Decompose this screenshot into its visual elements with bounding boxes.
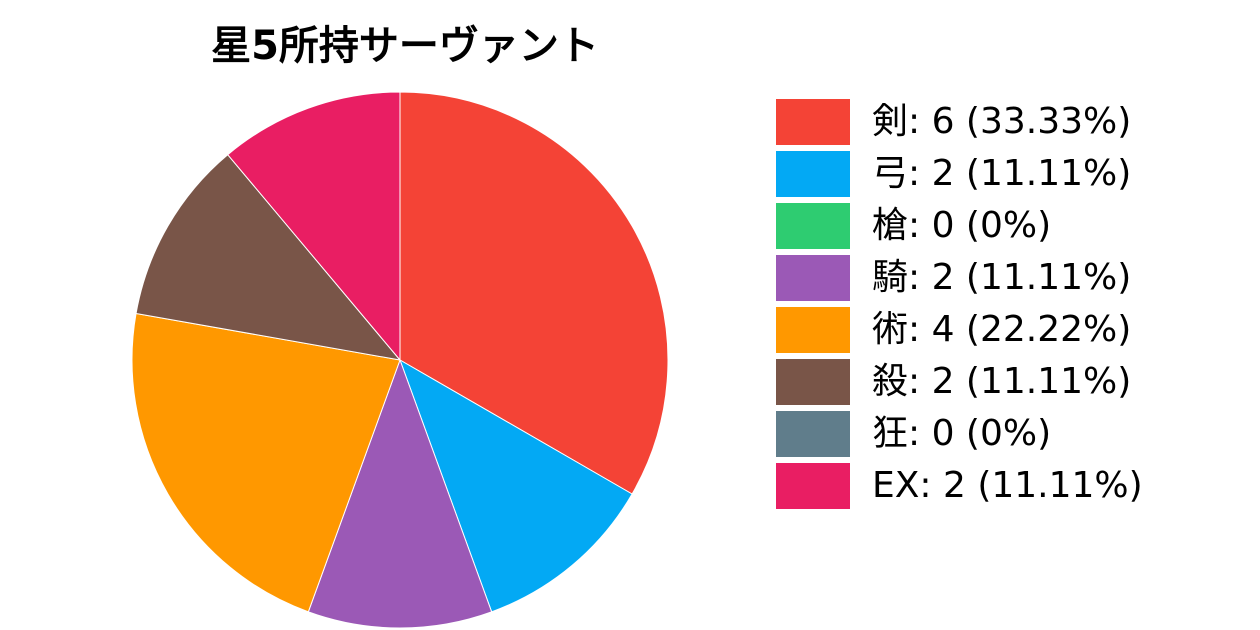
legend: 剣: 6 (33.33%) 弓: 2 (11.11%) 槍: 0 (0%) 騎: 2 … — [776, 96, 1246, 512]
pie-slice-1 — [399, 358, 633, 613]
legend-label: 槍: 0 (0%) — [872, 205, 1052, 246]
legend-label: 術: 4 (22.22%) — [872, 309, 1132, 350]
legend-swatch — [776, 359, 850, 405]
legend-item: 弓: 2 (11.11%) — [776, 148, 1246, 200]
pie-slice-3 — [307, 358, 493, 629]
pie-slice-7 — [227, 91, 401, 362]
pie-slice-0 — [399, 91, 669, 495]
pie-chart — [131, 91, 669, 629]
legend-label: 狂: 0 (0%) — [872, 413, 1052, 454]
legend-label: 殺: 2 (11.11%) — [872, 361, 1132, 402]
legend-swatch — [776, 203, 850, 249]
pie-slice-5 — [135, 153, 402, 361]
legend-swatch — [776, 151, 850, 197]
legend-label: EX: 2 (11.11%) — [872, 465, 1143, 506]
legend-item: 狂: 0 (0%) — [776, 408, 1246, 460]
legend-swatch — [776, 255, 850, 301]
legend-item: 剣: 6 (33.33%) — [776, 96, 1246, 148]
legend-label: 騎: 2 (11.11%) — [872, 257, 1132, 298]
legend-swatch — [776, 411, 850, 457]
legend-item: EX: 2 (11.11%) — [776, 460, 1246, 512]
legend-item: 騎: 2 (11.11%) — [776, 252, 1246, 304]
legend-label: 弓: 2 (11.11%) — [872, 153, 1132, 194]
legend-label: 剣: 6 (33.33%) — [872, 101, 1132, 142]
legend-swatch — [776, 307, 850, 353]
chart-title: 星5所持サーヴァント — [211, 23, 599, 69]
legend-swatch — [776, 463, 850, 509]
legend-swatch — [776, 99, 850, 145]
legend-item: 殺: 2 (11.11%) — [776, 356, 1246, 408]
legend-item: 術: 4 (22.22%) — [776, 304, 1246, 356]
pie-slice-4 — [131, 312, 401, 613]
legend-item: 槍: 0 (0%) — [776, 200, 1246, 252]
